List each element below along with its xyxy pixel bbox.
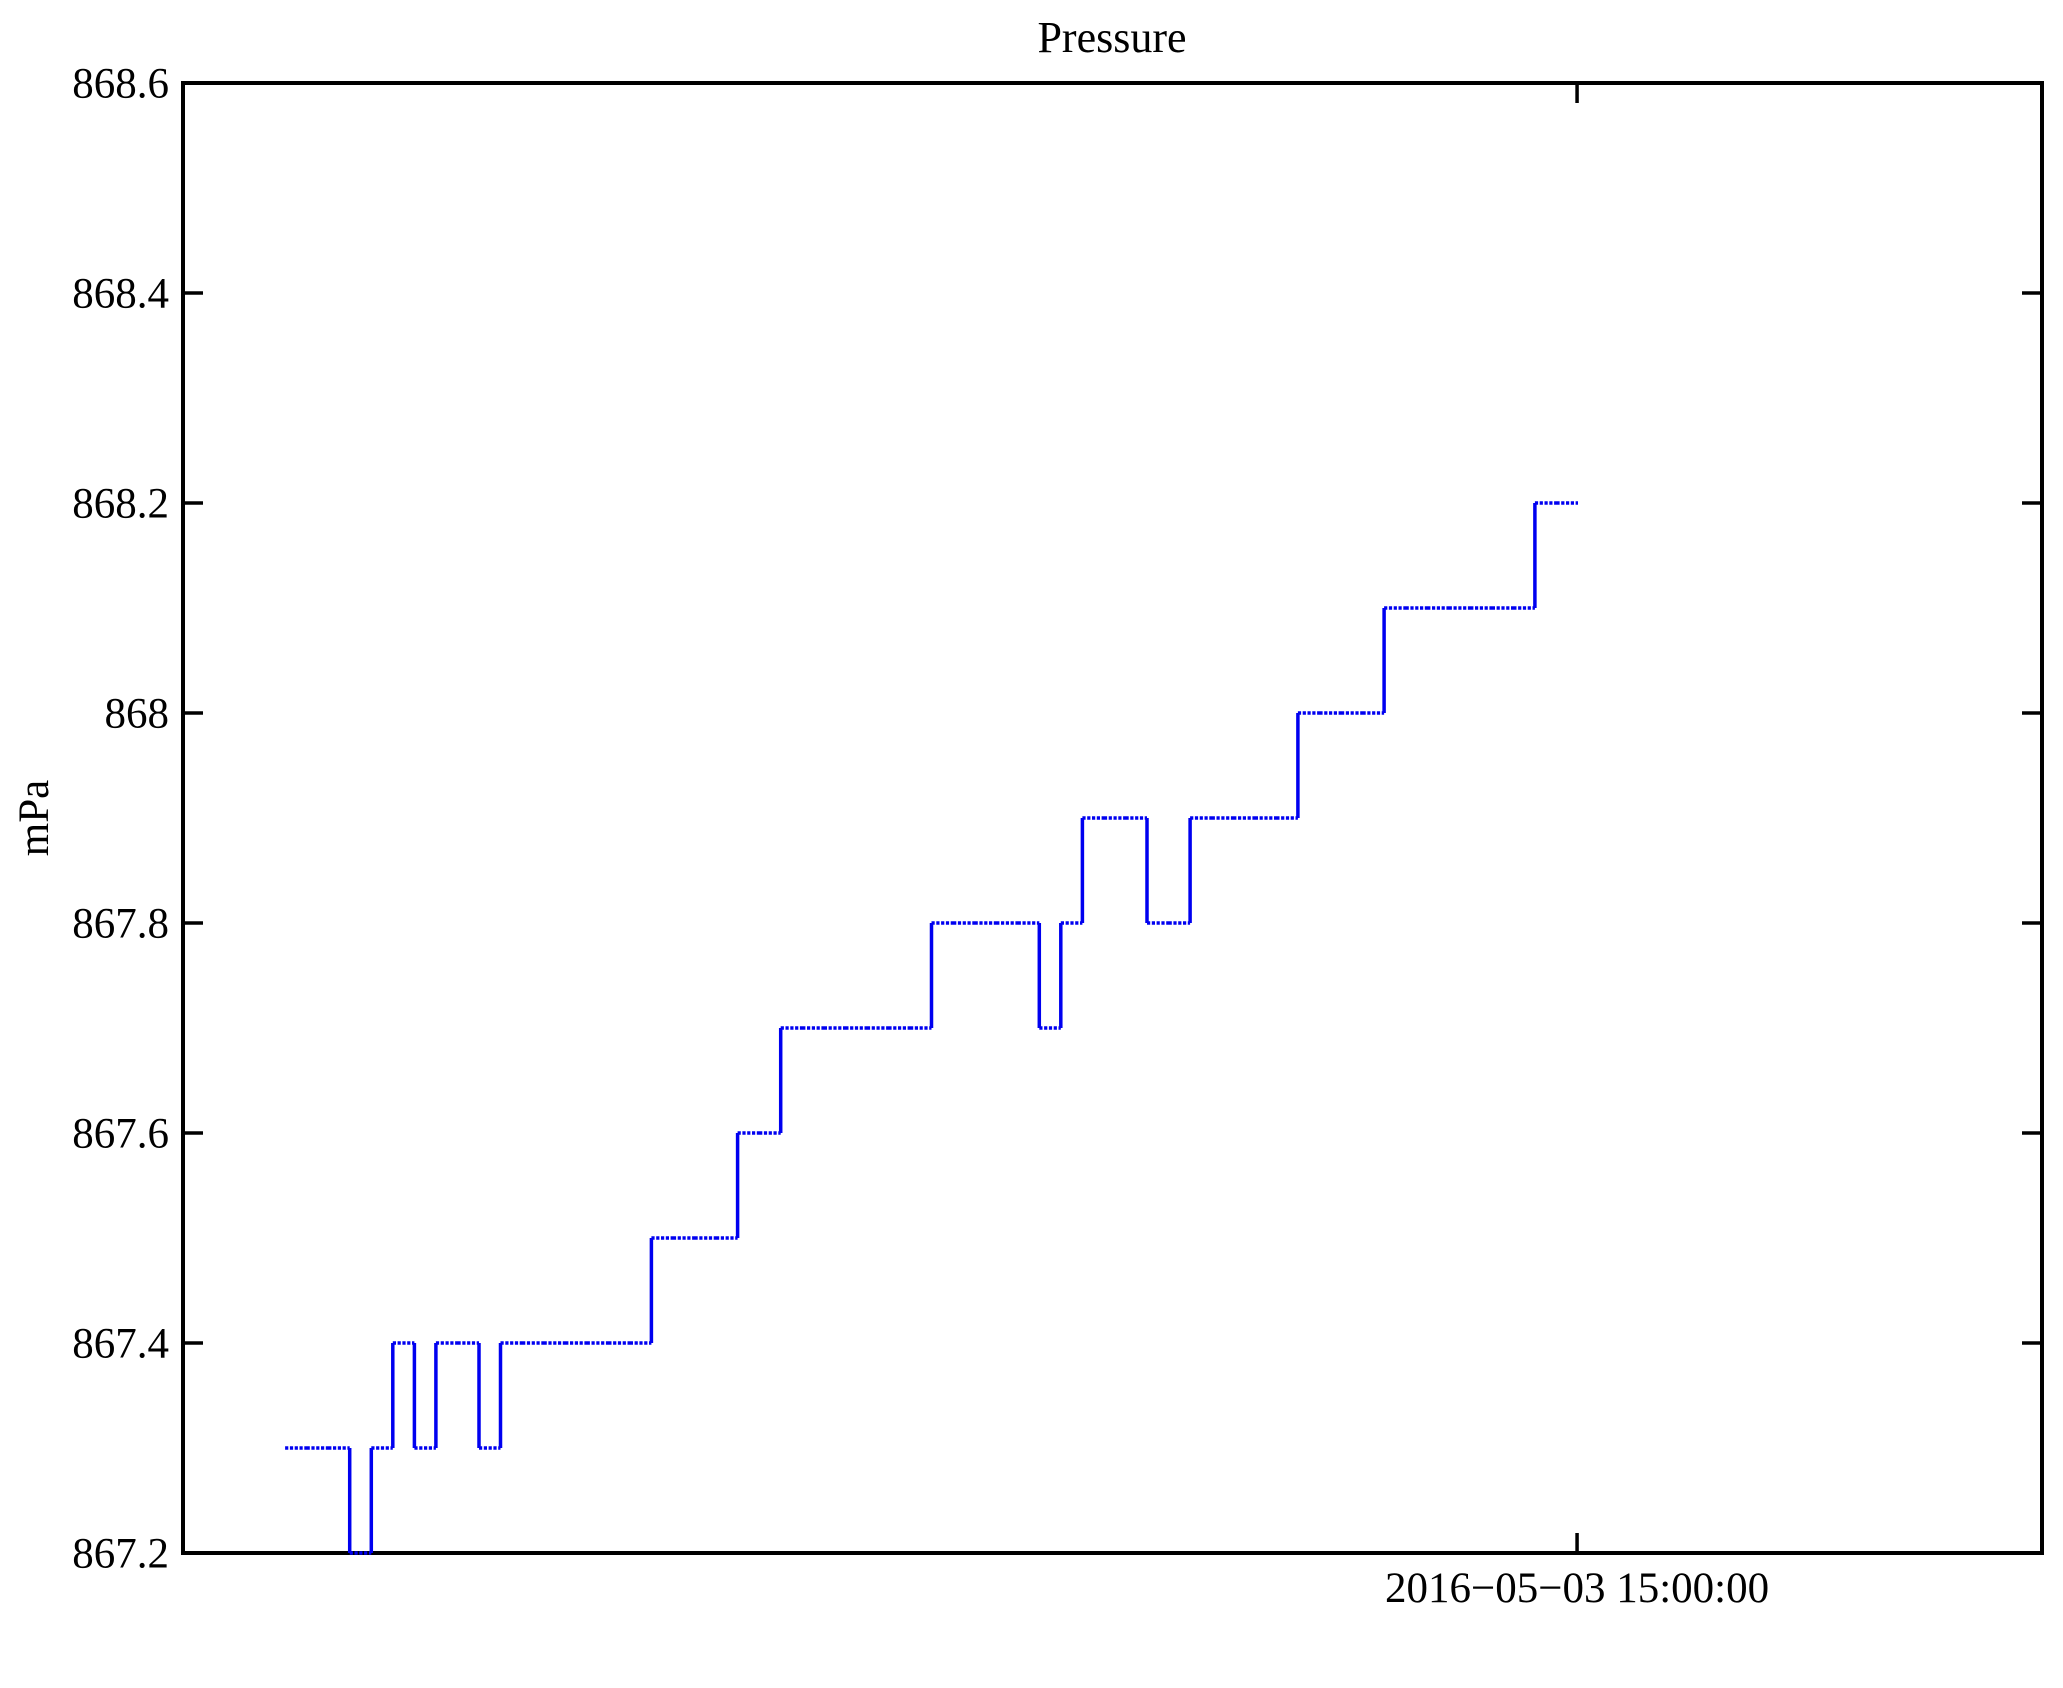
y-tick-label: 868.2: [72, 481, 169, 528]
axis-ticks: [183, 81, 2042, 1555]
data-series-pressure: [285, 501, 1578, 1555]
y-tick-label: 868: [105, 691, 170, 738]
series-line-horizontal-steps: [285, 501, 1578, 1555]
plot-frame: [181, 81, 2044, 1555]
x-tick-label: 2016−05−03 15:00:00: [1385, 1565, 1769, 1612]
y-tick-label: 867.4: [72, 1321, 169, 1368]
y-tick-label: 867.6: [72, 1111, 169, 1158]
y-tick-label: 867.8: [72, 901, 169, 948]
y-tick-label: 867.2: [72, 1531, 169, 1578]
y-axis-label: mPa: [11, 780, 58, 856]
axis-tick-labels: 867.2 867.4 867.6 867.8 868 868.2 868.4 868.6: [72, 61, 169, 1578]
y-tick-label: 868.6: [72, 61, 169, 108]
y-tick-label: 868.4: [72, 271, 169, 318]
series-line-vertical-steps: [347, 503, 1537, 1553]
chart-title: Pressure: [1037, 13, 1186, 62]
